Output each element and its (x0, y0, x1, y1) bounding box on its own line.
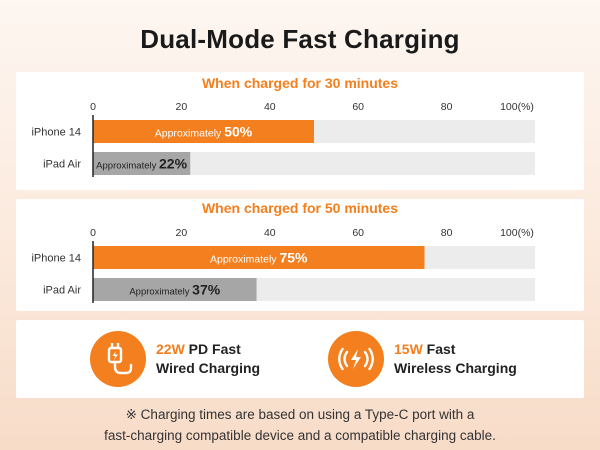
feature-wireless-text: 15W Fast Wireless Charging (394, 341, 517, 376)
bar-value-label: Approximately 75% (210, 250, 308, 266)
category-label: iPhone 14 (31, 253, 81, 265)
wired-plug-icon (90, 331, 146, 387)
x-tick-label: 60 (352, 101, 364, 113)
chart-title: When charged for 30 minutes (202, 75, 398, 91)
x-tick-label: 40 (264, 101, 276, 113)
x-tick-label: 0 (90, 227, 96, 239)
footnote: ※ Charging times are based on using a Ty… (104, 407, 496, 443)
chart-30min: When charged for 30 minutes 0 20 40 60 80 100(… (31, 75, 535, 177)
bar (93, 120, 314, 143)
feature-wired-text: 22W PD Fast Wired Charging (156, 341, 261, 376)
x-tick-label: 60 (352, 227, 364, 239)
bar-value-label: Approximately 22% (96, 156, 187, 172)
chart-50min: When charged for 50 minutes 0 20 40 60 80 100(… (31, 200, 535, 303)
x-tick-label: 80 (441, 101, 453, 113)
feature-wireless: 15W Fast Wireless Charging (328, 328, 517, 390)
wireless-signal-icon (328, 331, 384, 387)
chart-panel-30min: When charged for 30 minutes 0 20 40 60 80 100(… (16, 72, 584, 190)
page-title: Dual-Mode Fast Charging (140, 24, 460, 54)
x-tick-label: 20 (176, 101, 188, 113)
x-tick-label: 0 (90, 101, 96, 113)
x-tick-label: 80 (441, 227, 453, 239)
x-tick-label: 100(%) (500, 101, 534, 113)
category-label: iPhone 14 (31, 127, 81, 139)
x-tick-label: 40 (264, 227, 276, 239)
category-label: iPad Air (43, 159, 81, 171)
bar (93, 152, 191, 175)
x-tick-label: 100(%) (500, 227, 534, 239)
category-label: iPad Air (43, 285, 81, 297)
chart-panel-50min: When charged for 50 minutes 0 20 40 60 80 100(… (16, 199, 584, 311)
bar-value-label: Approximately 37% (129, 282, 220, 298)
bar-value-label: Approximately 50% (155, 124, 253, 140)
features-panel: 22W PD Fast Wired Charging 15W Fast Wire… (16, 320, 584, 398)
bar (93, 246, 425, 269)
bar-track (93, 152, 535, 175)
feature-wired: 22W PD Fast Wired Charging (90, 328, 260, 390)
x-tick-label: 20 (176, 227, 188, 239)
bar (93, 278, 257, 301)
chart-title: When charged for 50 minutes (202, 200, 398, 216)
